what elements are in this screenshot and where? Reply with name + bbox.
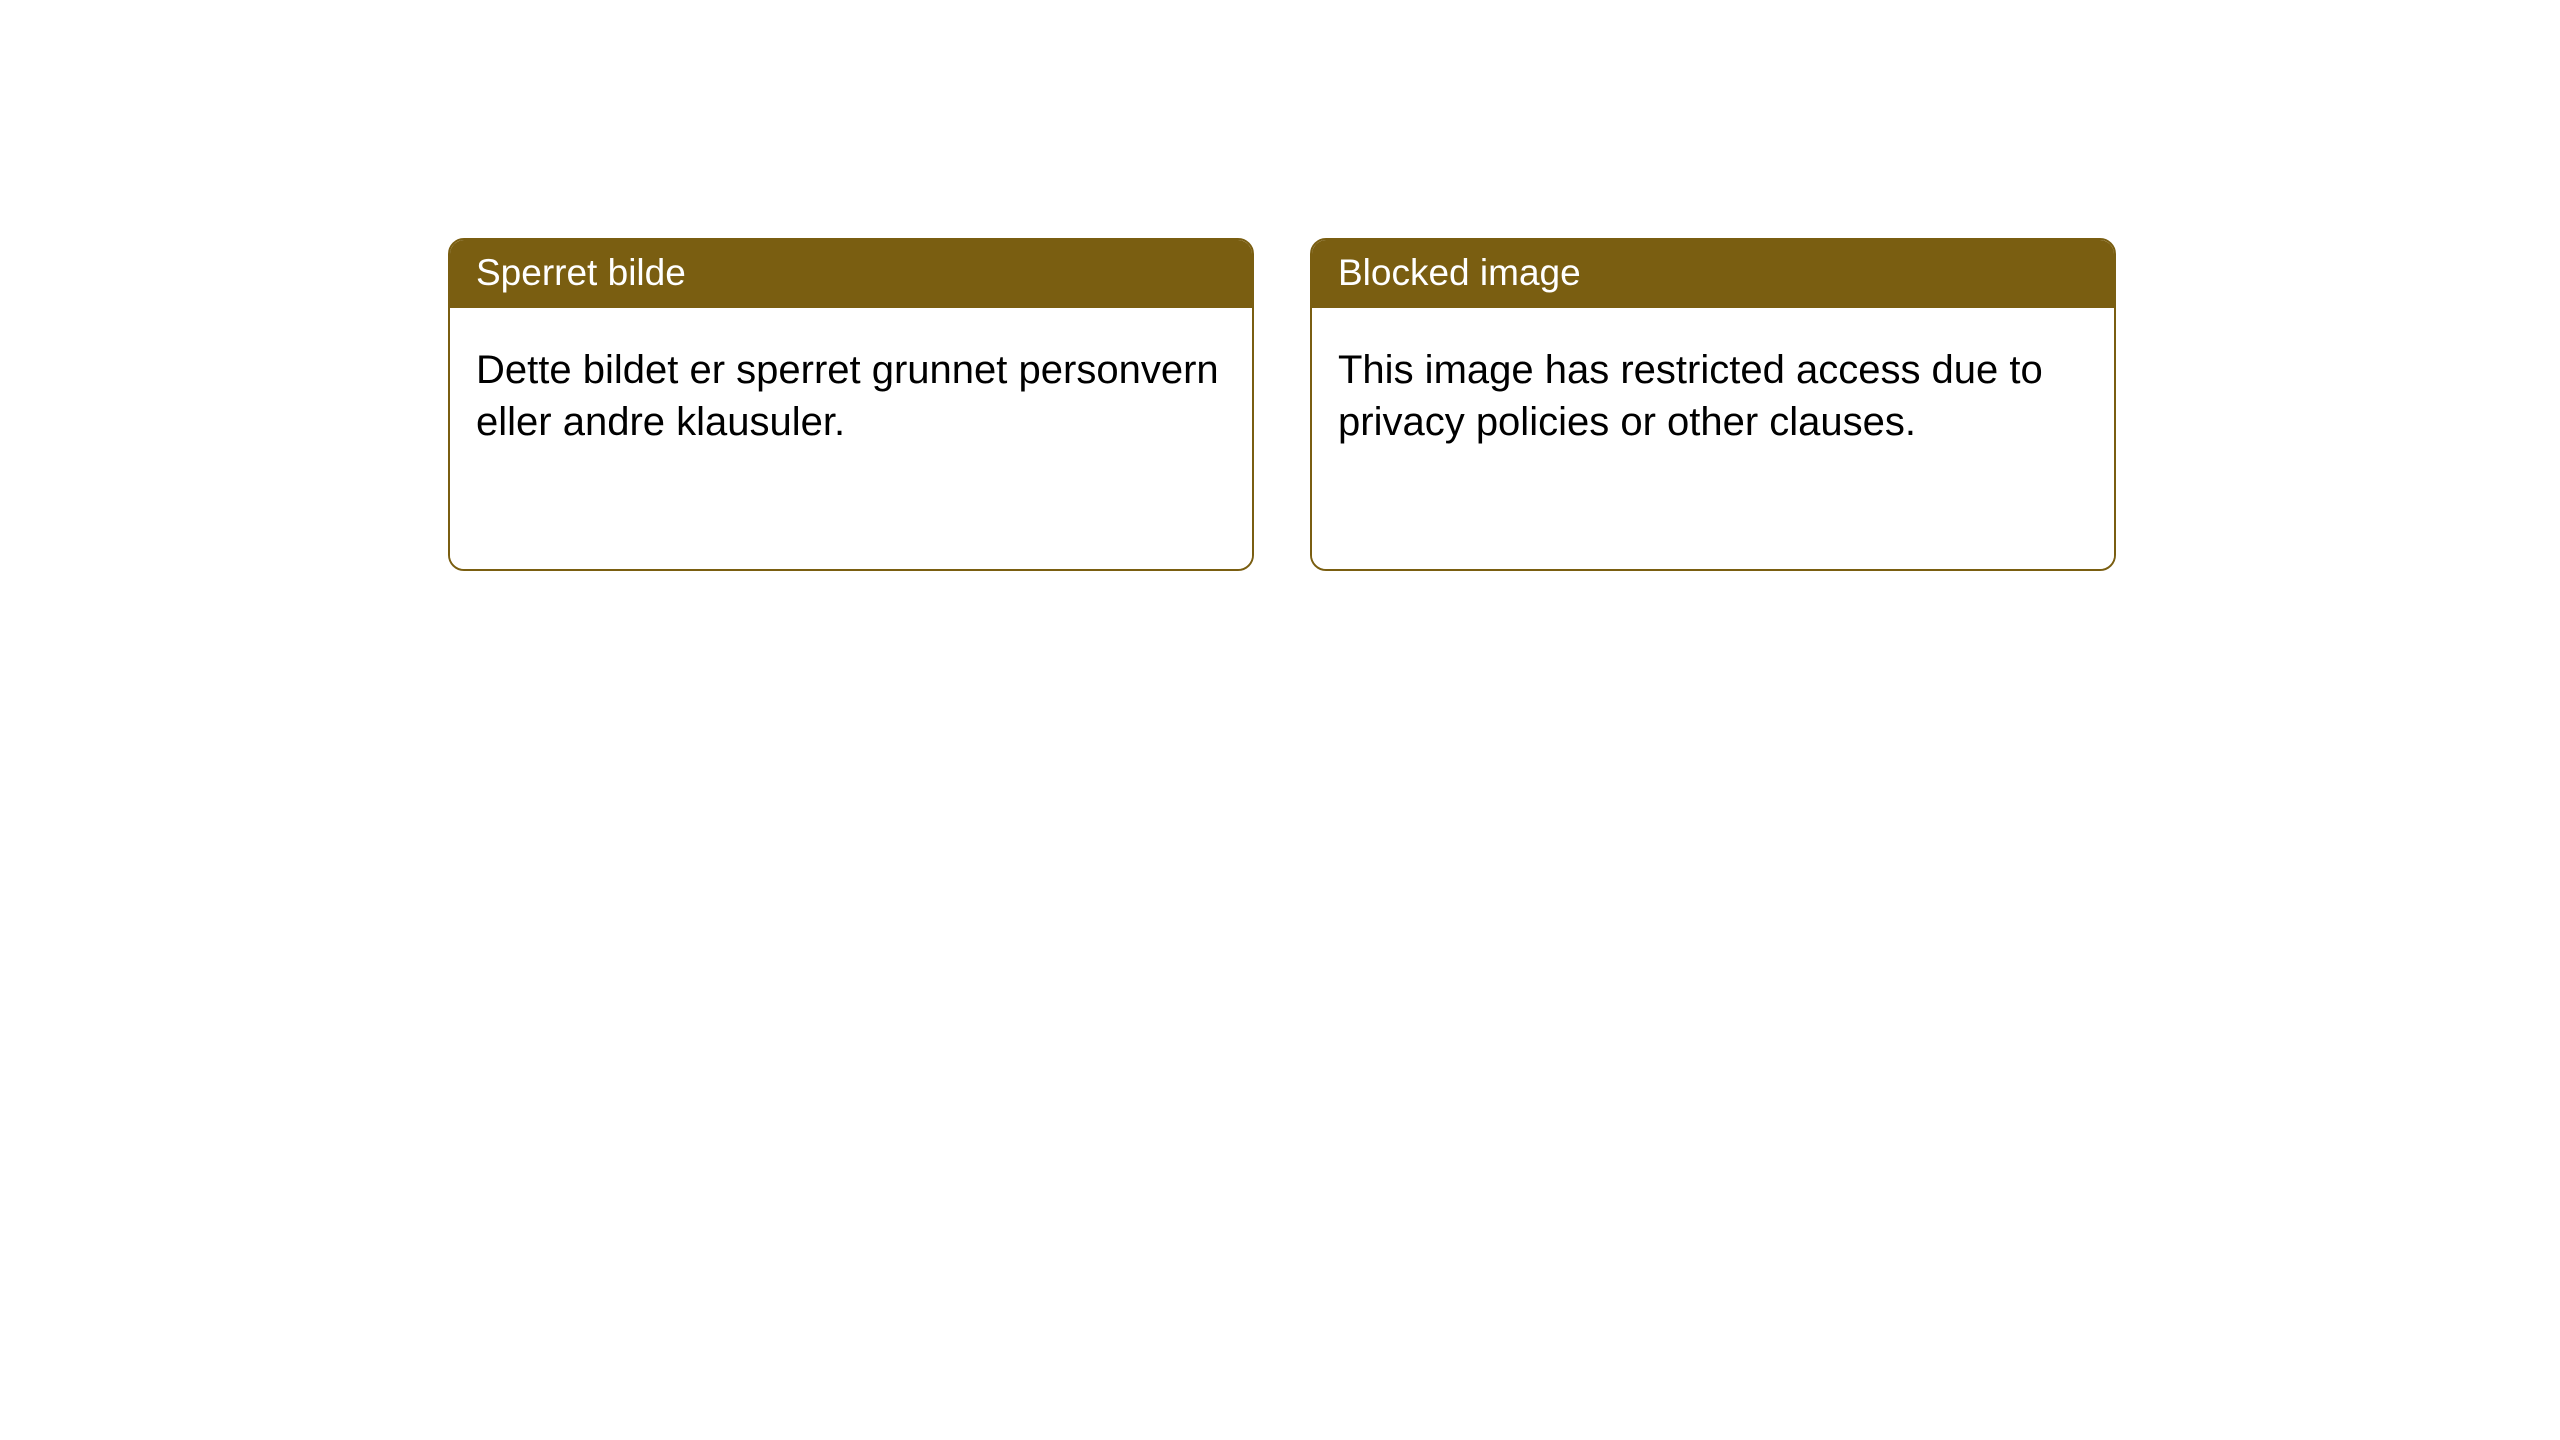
card-header: Blocked image bbox=[1312, 240, 2114, 308]
notice-card-english: Blocked image This image has restricted … bbox=[1310, 238, 2116, 571]
card-body: Dette bildet er sperret grunnet personve… bbox=[450, 308, 1252, 569]
notice-card-norwegian: Sperret bilde Dette bildet er sperret gr… bbox=[448, 238, 1254, 571]
notice-container: Sperret bilde Dette bildet er sperret gr… bbox=[0, 0, 2560, 571]
card-body: This image has restricted access due to … bbox=[1312, 308, 2114, 569]
card-header: Sperret bilde bbox=[450, 240, 1252, 308]
